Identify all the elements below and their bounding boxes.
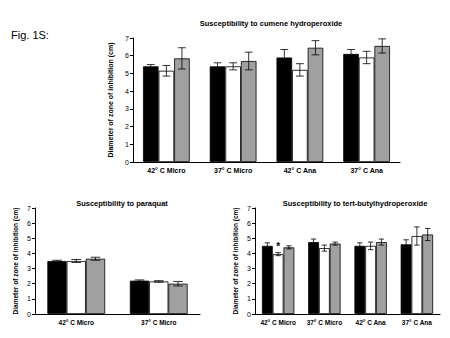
svg-text:37° C Ana: 37° C Ana [402, 319, 433, 326]
svg-text:5: 5 [27, 235, 31, 242]
svg-text:7: 7 [247, 205, 251, 212]
svg-text:37° C Ana: 37° C Ana [350, 167, 383, 174]
svg-text:Susceptibility to tert-butylhy: Susceptibility to tert-butylhydroperoxid… [283, 199, 428, 208]
svg-text:1: 1 [125, 141, 129, 148]
svg-text:6: 6 [125, 52, 129, 59]
svg-text:3: 3 [247, 265, 251, 272]
svg-text:3: 3 [125, 105, 129, 112]
svg-text:7: 7 [125, 35, 129, 42]
svg-text:42° C Micro: 42° C Micro [147, 167, 185, 174]
svg-text:Fig. 1S:: Fig. 1S: [11, 29, 49, 41]
svg-text:4: 4 [125, 88, 129, 95]
svg-text:4: 4 [27, 250, 31, 257]
svg-text:37° C Micro: 37° C Micro [214, 167, 252, 174]
svg-text:0: 0 [27, 311, 31, 318]
svg-text:1: 1 [27, 295, 31, 302]
svg-text:37° C Micro: 37° C Micro [141, 319, 177, 326]
svg-text:0: 0 [125, 159, 129, 166]
svg-text:42° C Micro: 42° C Micro [59, 319, 95, 326]
svg-text:Diameter of zone of inhibition: Diameter of zone of inhibition (cm) [107, 42, 115, 157]
svg-text:42° C Ana: 42° C Ana [284, 167, 317, 174]
svg-text:*: * [276, 241, 280, 252]
svg-text:Susceptibility to paraquat: Susceptibility to paraquat [76, 199, 168, 208]
svg-text:3: 3 [27, 265, 31, 272]
svg-text:7: 7 [27, 205, 31, 212]
svg-text:0: 0 [247, 311, 251, 318]
svg-text:6: 6 [247, 220, 251, 227]
svg-text:6: 6 [27, 220, 31, 227]
svg-text:4: 4 [247, 250, 251, 257]
svg-text:1: 1 [247, 295, 251, 302]
svg-text:Susceptibility to cumene hydro: Susceptibility to cumene hydroperoxide [200, 19, 343, 28]
svg-text:5: 5 [125, 70, 129, 77]
svg-text:5: 5 [247, 235, 251, 242]
svg-text:Diameter of zone of inhibition: Diameter of zone of inhibition (cm) [232, 208, 240, 315]
svg-text:37° C Micro: 37° C Micro [307, 319, 343, 326]
svg-text:42° C Ana: 42° C Ana [356, 319, 387, 326]
svg-text:2: 2 [247, 280, 251, 287]
svg-text:2: 2 [125, 123, 129, 130]
svg-text:Diameter of zone of inhibition: Diameter of zone of inhibition (cm) [12, 208, 20, 315]
svg-text:42° C Micro: 42° C Micro [260, 319, 296, 326]
svg-text:2: 2 [27, 280, 31, 287]
